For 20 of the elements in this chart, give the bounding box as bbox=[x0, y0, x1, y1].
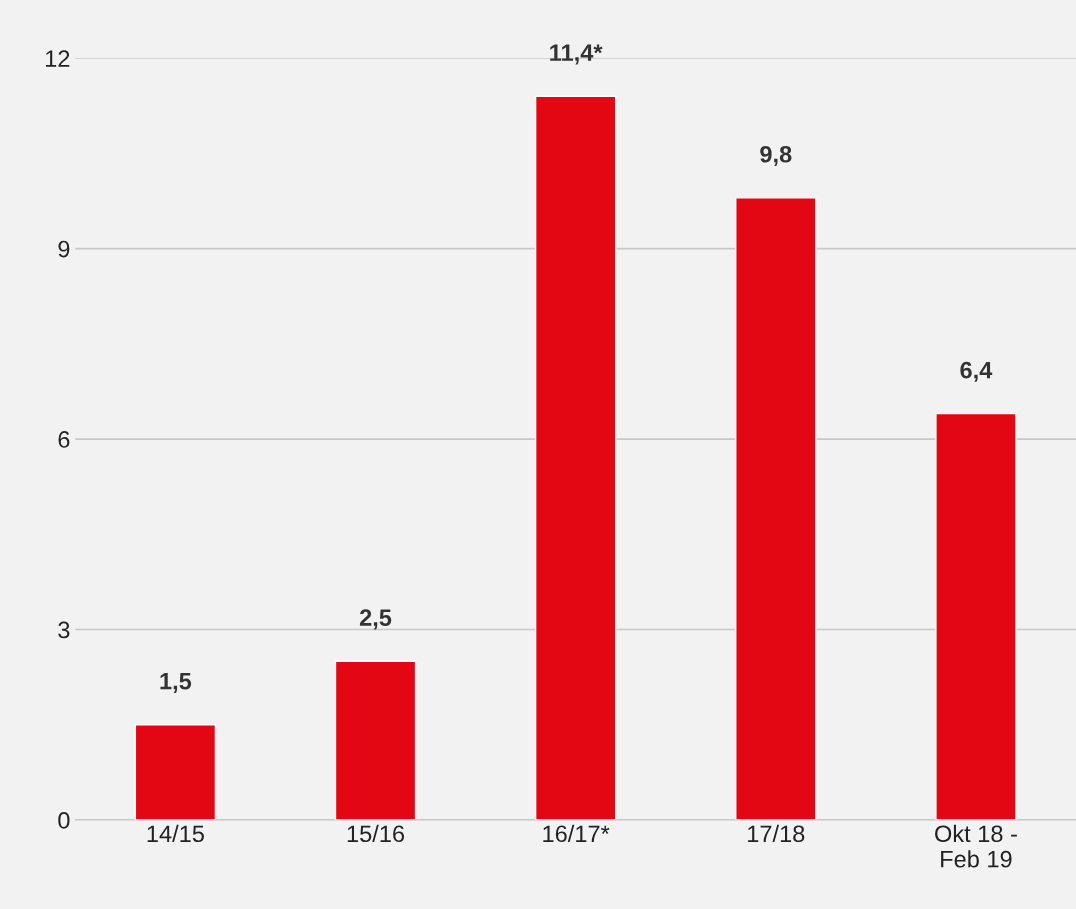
x-tick-label: Okt 18 - Feb 19 bbox=[935, 824, 1017, 868]
x-tick-label: 16/17* bbox=[543, 824, 610, 843]
x-tick-label: 17/18 bbox=[748, 824, 805, 843]
y-tick-label: 6 bbox=[58, 431, 70, 448]
bar bbox=[935, 412, 1017, 820]
data-label: 11,4* bbox=[550, 44, 603, 65]
y-tick-label: 0 bbox=[58, 811, 70, 829]
y-tick-label: 9 bbox=[58, 240, 70, 258]
data-label: 1,5 bbox=[160, 673, 192, 693]
y-tick-label: 12 bbox=[46, 50, 70, 67]
bar bbox=[134, 724, 217, 820]
y-tick-label: 3 bbox=[58, 621, 70, 639]
bar bbox=[534, 95, 617, 820]
data-label: 6,4 bbox=[960, 361, 993, 382]
x-tick-label: 14/15 bbox=[147, 824, 204, 843]
bar bbox=[735, 197, 817, 820]
data-label: 2,5 bbox=[359, 609, 392, 630]
x-tick-label: 15/16 bbox=[347, 824, 405, 843]
bar bbox=[334, 660, 417, 820]
data-label: 9,8 bbox=[760, 145, 792, 167]
